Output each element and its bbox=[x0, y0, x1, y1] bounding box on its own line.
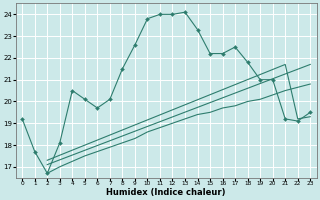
X-axis label: Humidex (Indice chaleur): Humidex (Indice chaleur) bbox=[107, 188, 226, 197]
